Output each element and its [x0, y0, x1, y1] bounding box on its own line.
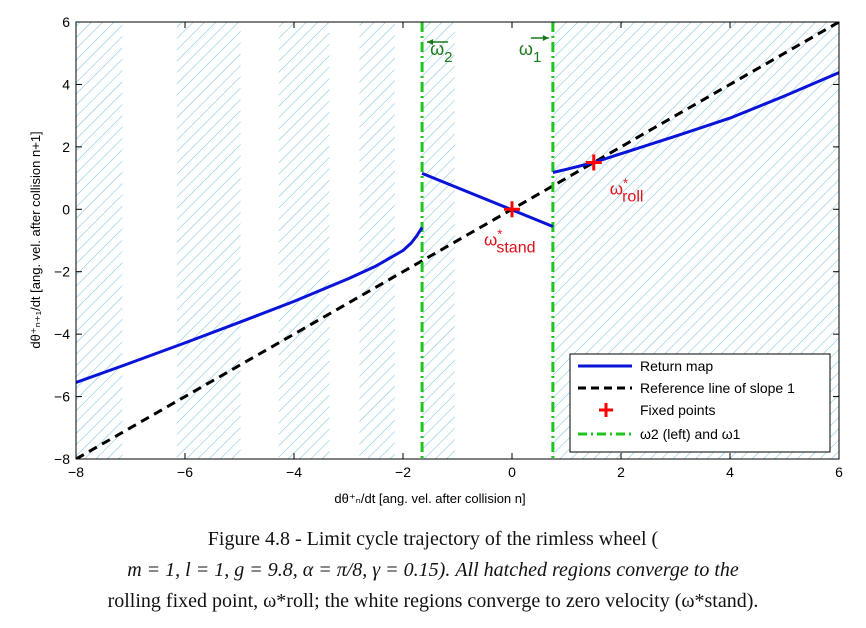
legend: Return map Reference line of slope 1 Fix…	[569, 353, 831, 453]
omega2-annotation: ω2	[427, 39, 452, 66]
y-tick-label: 0	[62, 201, 70, 217]
y-tick-label: −4	[54, 326, 70, 342]
fixed-point-stand	[504, 201, 520, 218]
legend-label-omega: ω2 (left) and ω1	[640, 426, 741, 442]
x-tick-label: 4	[726, 464, 734, 480]
x-tick-label: 0	[508, 464, 516, 480]
hatched-region-1	[76, 22, 123, 459]
x-tick-label: −2	[395, 464, 411, 480]
legend-label-fixed-points: Fixed points	[640, 402, 715, 418]
legend-box	[569, 353, 831, 453]
x-tick-label: −6	[177, 464, 193, 480]
x-tick-label: 2	[617, 464, 625, 480]
return-map-segment-2	[421, 172, 554, 228]
legend-label-reference: Reference line of slope 1	[640, 380, 795, 396]
plot-area	[76, 22, 839, 459]
x-tick-label: −4	[286, 464, 302, 480]
return-map-segment-1	[76, 226, 424, 384]
return-map-segment-3	[552, 71, 839, 174]
figure-caption-line-3: rolling fixed point, ω*roll; the white r…	[107, 590, 759, 612]
x-axis-label: dθ⁺ₙ/dt [ang. vel. after collision n]	[334, 491, 525, 506]
y-tick-label: −8	[54, 451, 70, 467]
x-tick-label: −8	[68, 464, 84, 480]
arrowhead-icon	[427, 39, 434, 45]
hatched-region-4	[359, 22, 395, 459]
figure-caption-line-1: Figure 4.8 - Limit cycle trajectory of t…	[207, 528, 659, 550]
omega1-annotation: ω1	[519, 35, 549, 66]
stand-label: ω* stand	[484, 226, 535, 256]
hatched-region-2	[176, 22, 241, 459]
omega1-annotation-text: ω1	[519, 39, 541, 66]
chart: −8 −6 −4 −2 0 2 4 6 −8 −6 −4 −2 0 2 4 6 ω2 ω1 ω* stand ω* ro…	[28, 14, 843, 506]
fixed-point-roll	[585, 154, 602, 171]
hatched-regions	[76, 22, 839, 459]
y-tick-label: 4	[62, 76, 70, 92]
hatched-region-5	[422, 22, 455, 459]
plot-frame	[75, 21, 840, 460]
y-axis-label-text: dθ⁺ₙ₊₁/dt [ang. vel. after collision n+1…	[28, 131, 43, 348]
hatched-region-3	[278, 22, 330, 459]
omega2-annotation-text: ω2	[430, 39, 452, 66]
x-tick-label: 6	[835, 464, 843, 480]
roll-label: ω* roll	[610, 175, 644, 205]
axes-ticks: −8 −6 −4 −2 0 2 4 6 −8 −6 −4 −2 0 2 4 6	[54, 14, 843, 480]
y-axis-label: dθ⁺ₙ₊₁/dt [ang. vel. after collision n+1…	[28, 131, 43, 348]
x-axis-label-text: dθ⁺ₙ/dt [ang. vel. after collision n]	[334, 491, 525, 506]
figure-caption-line-2: m = 1, l = 1, g = 9.8, α = π/8, γ = 0.15…	[127, 559, 739, 581]
reference-line	[76, 22, 839, 459]
y-tick-label: 2	[62, 139, 70, 155]
annotations: ω2 ω1 ω* stand ω* roll	[427, 35, 643, 256]
y-tick-label: 6	[62, 14, 70, 30]
y-tick-label: −6	[54, 389, 70, 405]
arrowhead-icon	[542, 35, 549, 41]
y-tick-label: −2	[54, 264, 70, 280]
legend-label-return-map: Return map	[640, 358, 713, 374]
legend-swatch-fixed-points	[599, 403, 613, 417]
